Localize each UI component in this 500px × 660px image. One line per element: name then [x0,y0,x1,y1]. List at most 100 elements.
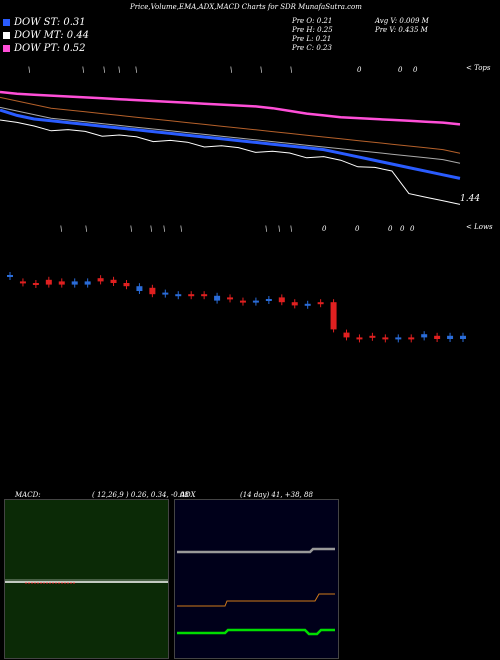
macd-svg [5,579,168,584]
legend-label-mt: DOW MT: 0.44 [14,30,90,41]
low-marker: \ [265,225,267,233]
candle-body [356,337,363,340]
candle-body [97,278,104,282]
low-marker: 0 [322,225,327,233]
low-marker: 0 [400,225,405,233]
low-marker: \ [163,225,165,233]
low-marker: \ [278,225,280,233]
candle-body [434,335,441,339]
low-marker: \ [60,225,62,233]
candle-body [278,297,285,303]
top-marker: 0 [413,66,418,74]
candle-body [214,295,221,301]
adx-params: (14 day) 41, +38, 88 [240,491,313,499]
candle-body [162,292,169,295]
low-marker: \ [130,225,132,233]
legend-swatch-pt [3,45,10,52]
top-marker: \ [135,66,137,74]
candle-body [447,335,454,339]
ema-lines [0,90,461,205]
candle-body [58,281,65,285]
macd-params: ( 12,26,9 ) 0.26, 0.34, -0.08 [92,491,189,499]
ema-line-1 [0,96,461,154]
candle-body [460,335,466,339]
stat-prev-open: Pre O: 0.21 [292,17,333,25]
candle-body [149,287,156,295]
candle-body [201,294,208,297]
top-marker: \ [230,66,232,74]
candle-body [123,283,130,287]
candle-body [408,337,415,340]
stat-prev-volume: Pre V: 0.435 M [375,26,428,34]
adx-panel [174,499,339,659]
lows-label: < Lows [466,223,493,231]
candle-body [239,300,246,303]
top-marker: \ [260,66,262,74]
candle-body [32,283,39,285]
low-marker: 0 [355,225,360,233]
legend-dow-pt: DOW PT: 0.52 [3,43,86,54]
low-marker: \ [180,225,182,233]
ema-line-2 [0,108,461,180]
price-line [0,119,461,205]
ema-line-gray [0,106,461,164]
candle-body [45,279,52,285]
legend-label-pt: DOW PT: 0.52 [14,43,86,54]
candle-body [84,281,91,285]
candle-body [7,275,13,277]
top-marker: 0 [357,66,362,74]
stat-avg-volume: Avg V: 0.009 M [375,17,429,25]
minus-di-line [177,628,335,636]
legend-dow-mt: DOW MT: 0.44 [3,30,89,41]
candle-body [265,299,272,301]
macd-panel [4,499,169,659]
legend-dow-st: DOW ST: 0.31 [3,17,86,28]
candle-body [395,337,402,340]
price-tag: 1.44 [460,194,481,204]
candle-body [136,286,143,291]
legend-swatch-mt [3,32,10,39]
legend-label-st: DOW ST: 0.31 [14,17,86,28]
candle-body [369,335,376,338]
candle-body [343,332,350,338]
stat-prev-low: Pre L: 0.21 [292,35,332,43]
low-marker: \ [85,225,87,233]
legend-swatch-st [3,19,10,26]
top-marker: \ [118,66,120,74]
low-marker: 0 [388,225,393,233]
candle-body [227,297,234,300]
low-markers: \ \ \ \ \ \ \ \ \ 0 0 0 0 0 [60,225,415,233]
candle-body [71,281,78,285]
ema-line-0 [0,90,461,126]
chart-title: Price,Volume,EMA,ADX,MACD Charts for SDR… [130,3,362,11]
candle-body [421,334,428,338]
candle-body [188,294,195,297]
adx-svg [177,547,335,636]
candles [7,272,466,343]
candle-body [330,302,337,330]
candle-body [252,300,259,303]
low-marker: \ [290,225,292,233]
stat-prev-close: Pre C: 0.23 [292,44,332,52]
stat-prev-high: Pre H: 0.25 [292,26,333,34]
top-marker: \ [28,66,30,74]
top-marker: \ [290,66,292,74]
candle-body [304,303,311,306]
top-marker: 0 [398,66,403,74]
adx-line [177,547,335,554]
candle-body [175,294,182,297]
candle-body [110,279,117,283]
top-marker: \ [82,66,84,74]
candle-body [291,302,298,306]
adx-title: ADX [180,491,196,499]
top-marker: \ [103,66,105,74]
low-marker: \ [150,225,152,233]
macd-title: MACD: [15,491,41,499]
tops-label: < Tops [466,64,491,72]
low-marker: 0 [410,225,415,233]
candle-body [19,281,26,284]
top-markers: \ \ \ \ \ \ \ \ 0 0 0 [28,66,418,74]
plus-di-line [177,593,335,607]
candle-body [382,337,389,340]
